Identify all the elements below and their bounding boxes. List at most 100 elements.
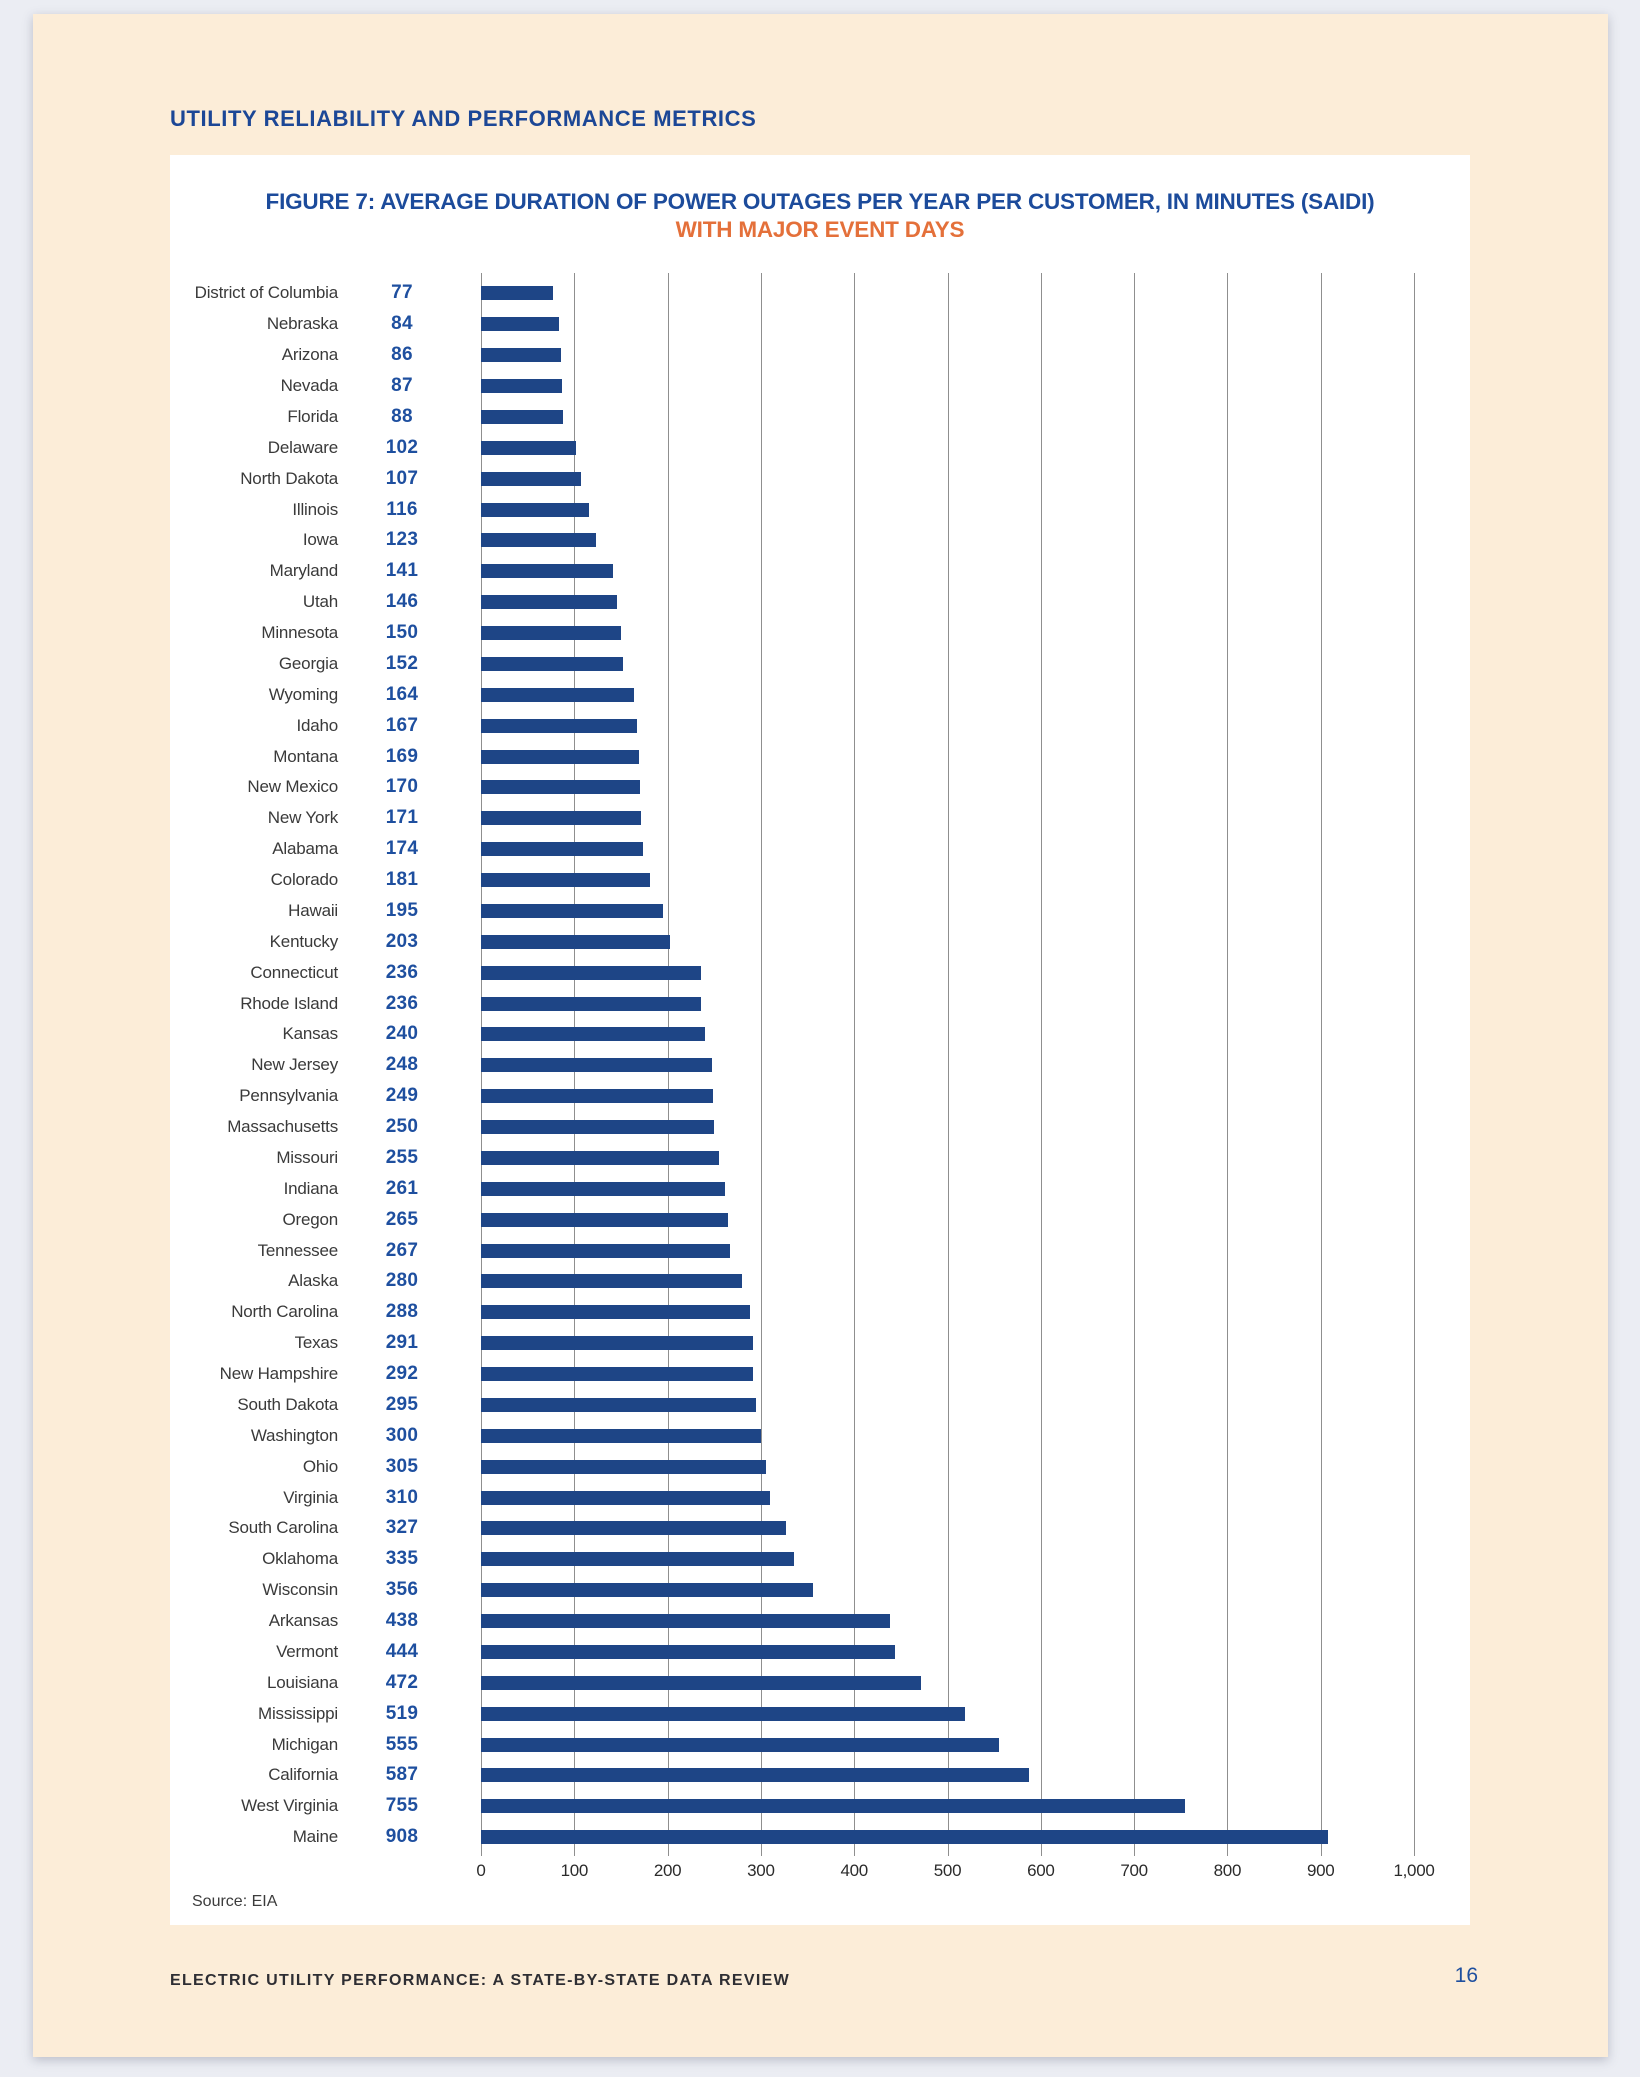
figure-card: FIGURE 7: AVERAGE DURATION OF POWER OUTA… xyxy=(170,155,1470,1925)
bar xyxy=(481,1274,743,1289)
chart-row: Arkansas 438 xyxy=(170,1606,1470,1637)
state-value: 587 xyxy=(385,1764,419,1786)
bar-track xyxy=(481,1390,1470,1421)
chart-row: Montana 169 xyxy=(170,741,1470,772)
state-value: 288 xyxy=(385,1301,419,1323)
state-label: Maryland xyxy=(269,561,339,581)
chart-row: Nebraska 84 xyxy=(170,309,1470,340)
bar xyxy=(481,379,563,394)
gridline xyxy=(1040,273,1042,1848)
gridline xyxy=(1414,273,1415,1848)
bar-track xyxy=(481,1173,1470,1204)
state-label: Arkansas xyxy=(268,1611,338,1631)
x-axis-tick-label: 700 xyxy=(1120,1861,1148,1880)
state-label: Delaware xyxy=(267,437,338,457)
bar-track xyxy=(481,1482,1470,1513)
chart-row: Iowa 123 xyxy=(170,525,1470,556)
bar xyxy=(481,564,613,579)
chart-row: Colorado 181 xyxy=(170,865,1470,896)
bar-track xyxy=(481,1791,1470,1822)
axis-tick xyxy=(1414,1848,1415,1856)
report-footer-title: ELECTRIC UTILITY PERFORMANCE: A STATE-BY… xyxy=(170,1972,790,1989)
bar xyxy=(481,1058,713,1073)
state-label: California xyxy=(268,1765,338,1785)
bar-track xyxy=(481,432,1470,463)
state-label: South Carolina xyxy=(228,1518,338,1538)
state-label: Alaska xyxy=(288,1271,338,1291)
state-value: 300 xyxy=(385,1424,419,1446)
state-value: 335 xyxy=(385,1548,419,1570)
state-label: Pennsylvania xyxy=(239,1086,338,1106)
source-note: Source: EIA xyxy=(192,1893,278,1910)
bar xyxy=(481,687,634,702)
state-value: 555 xyxy=(385,1733,419,1755)
bar-track xyxy=(481,1050,1470,1081)
x-axis-tick-label: 800 xyxy=(1213,1861,1242,1880)
bar-track xyxy=(481,371,1470,402)
axis-tick xyxy=(1320,1848,1322,1856)
bar-track xyxy=(481,1266,1470,1297)
state-label: Alabama xyxy=(272,839,338,859)
axis-tick xyxy=(1227,1848,1229,1856)
bar xyxy=(481,1120,715,1135)
figure-title: FIGURE 7: AVERAGE DURATION OF POWER OUTA… xyxy=(265,189,1375,214)
chart-row: Wisconsin 356 xyxy=(170,1575,1470,1606)
bar-track xyxy=(481,1606,1470,1637)
state-value: 236 xyxy=(385,992,419,1014)
state-value: 150 xyxy=(385,622,419,644)
bar xyxy=(481,1243,731,1258)
state-value: 123 xyxy=(385,529,419,551)
gridline xyxy=(947,273,949,1848)
state-label: Indiana xyxy=(283,1178,339,1198)
bar-track xyxy=(481,803,1470,834)
chart-row: District of Columbia 77 xyxy=(170,278,1470,309)
bar xyxy=(481,286,553,301)
bar xyxy=(481,471,581,486)
bar xyxy=(481,842,644,857)
state-label: Iowa xyxy=(302,530,338,550)
chart-row: Kansas 240 xyxy=(170,1019,1470,1050)
chart-row: North Dakota 107 xyxy=(170,463,1470,494)
chart-row: Ohio 305 xyxy=(170,1451,1470,1482)
state-value: 87 xyxy=(391,375,413,397)
bar xyxy=(481,1737,999,1752)
state-value: 280 xyxy=(385,1270,419,1292)
bar xyxy=(481,996,702,1011)
x-axis-labels: 0 100 200 300 400 500 600 700 800 900 1,000 xyxy=(476,1861,1434,1883)
chart-row: Hawaii 195 xyxy=(170,896,1470,927)
state-value: 195 xyxy=(385,899,419,921)
chart-row: Missouri 255 xyxy=(170,1143,1470,1174)
bar-track xyxy=(481,340,1470,371)
state-value: 236 xyxy=(385,961,419,983)
chart-row: Idaho 167 xyxy=(170,710,1470,741)
state-label: Massachusetts xyxy=(227,1117,338,1137)
bar-track xyxy=(481,1760,1470,1791)
chart-row: Minnesota 150 xyxy=(170,618,1470,649)
state-value: 164 xyxy=(385,683,419,705)
state-value: 519 xyxy=(385,1702,419,1724)
bar-track xyxy=(481,1235,1470,1266)
bar xyxy=(481,1305,750,1320)
gridline xyxy=(1134,273,1136,1848)
bar-track xyxy=(481,587,1470,618)
state-value: 167 xyxy=(385,714,419,736)
chart-row: North Carolina 288 xyxy=(170,1297,1470,1328)
state-value: 249 xyxy=(385,1085,419,1107)
chart-row: Pennsylvania 249 xyxy=(170,1081,1470,1112)
chart-row: Maine 908 xyxy=(170,1822,1470,1853)
gridline xyxy=(1227,273,1229,1848)
chart-row: Illinois 116 xyxy=(170,494,1470,525)
bar xyxy=(481,1583,814,1598)
state-label: Kentucky xyxy=(269,931,339,951)
gridline xyxy=(760,273,762,1848)
bar xyxy=(481,348,562,363)
bar-track xyxy=(481,402,1470,433)
bar xyxy=(481,780,640,795)
state-label: Rhode Island xyxy=(240,993,338,1013)
chart-row: South Dakota 295 xyxy=(170,1390,1470,1421)
chart-row: Louisiana 472 xyxy=(170,1667,1470,1698)
bar-track xyxy=(481,1019,1470,1050)
bar-track xyxy=(481,618,1470,649)
bar-track xyxy=(481,1204,1470,1235)
state-value: 356 xyxy=(385,1579,419,1601)
